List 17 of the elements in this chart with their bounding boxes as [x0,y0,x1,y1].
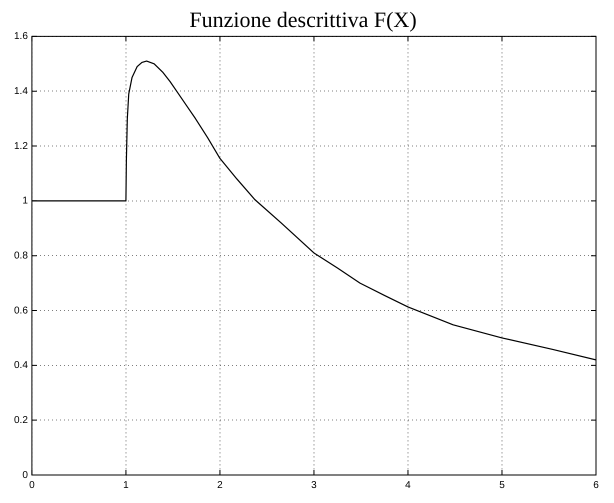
x-tick-label: 0 [29,480,36,491]
y-tick-label: 0.2 [14,414,28,426]
y-tick-label: 1 [22,196,28,207]
x-tick-label: 4 [405,480,412,491]
y-tick-label: 1.4 [14,86,28,97]
x-tick-label: 3 [311,480,318,491]
y-tick-label: 1.6 [14,31,28,42]
x-tick-label: 5 [499,480,506,491]
y-tick-label: 0.4 [14,360,28,372]
x-tick-label: 6 [593,480,600,491]
x-tick-label: 2 [217,480,224,491]
y-tick-label: 0 [22,470,28,481]
x-tick-label: 1 [123,480,130,491]
y-tick-label: 1.2 [14,140,28,152]
chart-title: Funzione descrittiva F(X) [189,6,417,32]
y-tick-label: 0.6 [14,305,28,316]
y-tick-label: 0.8 [14,250,28,262]
